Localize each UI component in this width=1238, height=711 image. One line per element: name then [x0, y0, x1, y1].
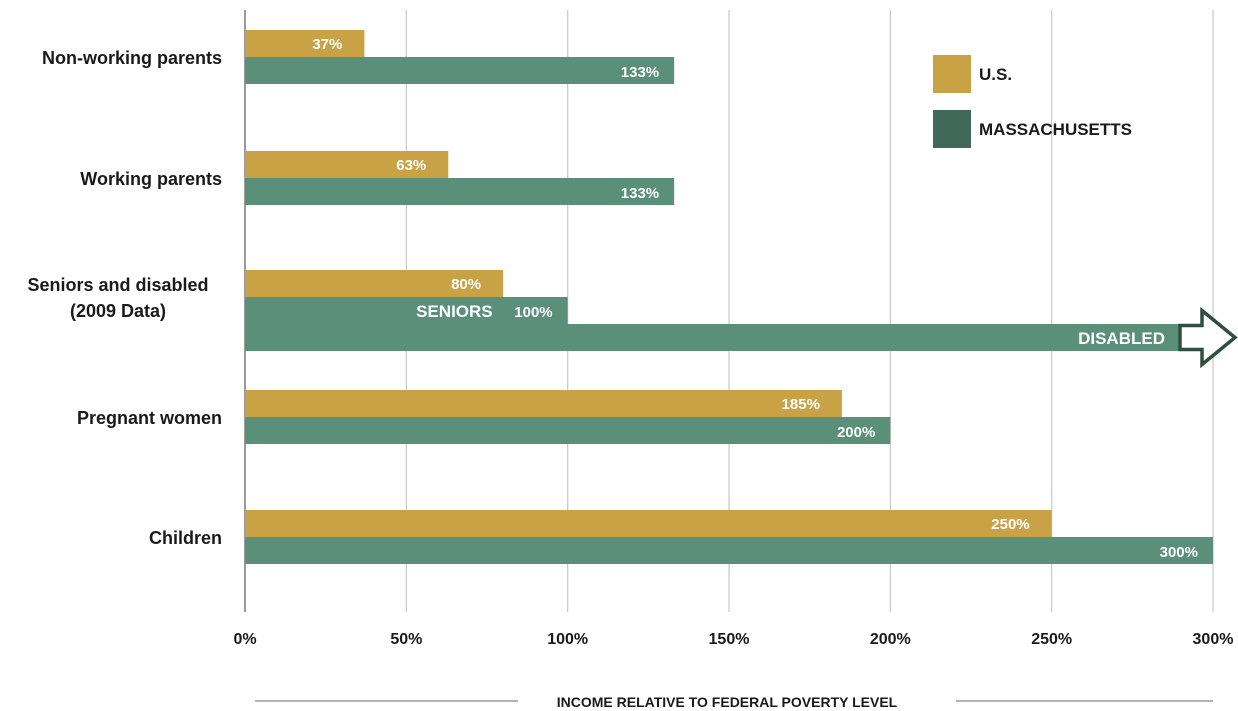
seniors-label: SENIORS: [416, 302, 493, 321]
bar-disabled: [245, 324, 1180, 351]
category-label: Pregnant women: [77, 408, 222, 428]
bar-massachusetts: [245, 178, 675, 205]
category-label: Non-working parents: [42, 48, 222, 68]
bar-us: [245, 390, 842, 417]
legend-label: U.S.: [979, 65, 1012, 84]
data-label-massachusetts: 200%: [837, 424, 875, 441]
x-tick-labels: 0% 50% 100% 150% 200% 250% 300%: [233, 631, 1233, 648]
data-label-us: 37%: [312, 36, 342, 53]
data-label-massachusetts: 133%: [621, 185, 659, 202]
category-label: (2009 Data): [70, 301, 166, 321]
data-label-massachusetts: 100%: [514, 304, 552, 321]
bar-massachusetts: [245, 417, 891, 444]
legend-swatch: [933, 110, 971, 148]
x-tick-label: 0%: [233, 631, 256, 648]
data-label-us: 63%: [396, 157, 426, 174]
x-tick-label: 150%: [709, 631, 750, 648]
category-label: Working parents: [80, 169, 222, 189]
data-label-us: 250%: [991, 516, 1029, 533]
x-tick-label: 100%: [547, 631, 588, 648]
bar-us: [245, 30, 365, 57]
data-label-massachusetts: 300%: [1160, 544, 1198, 561]
bar-us: [245, 270, 504, 297]
category-labels: Non-working parents Working parents Senior…: [27, 48, 222, 548]
data-label-massachusetts: 133%: [621, 64, 659, 81]
legend-label: MASSACHUSETTS: [979, 120, 1132, 139]
x-tick-label: 300%: [1193, 631, 1234, 648]
x-tick-label: 50%: [390, 631, 422, 648]
category-label: Children: [149, 528, 222, 548]
bar-massachusetts: [245, 57, 675, 84]
bar-massachusetts: [245, 537, 1213, 564]
data-label-us: 80%: [451, 276, 481, 293]
disabled-arrow-icon: [1178, 306, 1238, 369]
category-label: Seniors and disabled: [27, 275, 208, 295]
x-tick-label: 250%: [1031, 631, 1072, 648]
bar-massachusetts: [245, 297, 568, 324]
bar-us: [245, 151, 449, 178]
bar-us: [245, 510, 1052, 537]
bars: 37% 133% 63% 133% 80% 100% 185% 200% 250% 300% SEN…: [245, 30, 1238, 564]
legend-swatch: [933, 55, 971, 93]
x-axis-title: INCOME RELATIVE TO FEDERAL POVERTY LEVEL: [557, 694, 898, 710]
x-axis-title-group: INCOME RELATIVE TO FEDERAL POVERTY LEVEL: [255, 694, 1213, 710]
disabled-label: DISABLED: [1078, 329, 1165, 348]
data-label-us: 185%: [782, 396, 820, 413]
legend: U.S. MASSACHUSETTS: [933, 55, 1132, 148]
x-tick-label: 200%: [870, 631, 911, 648]
